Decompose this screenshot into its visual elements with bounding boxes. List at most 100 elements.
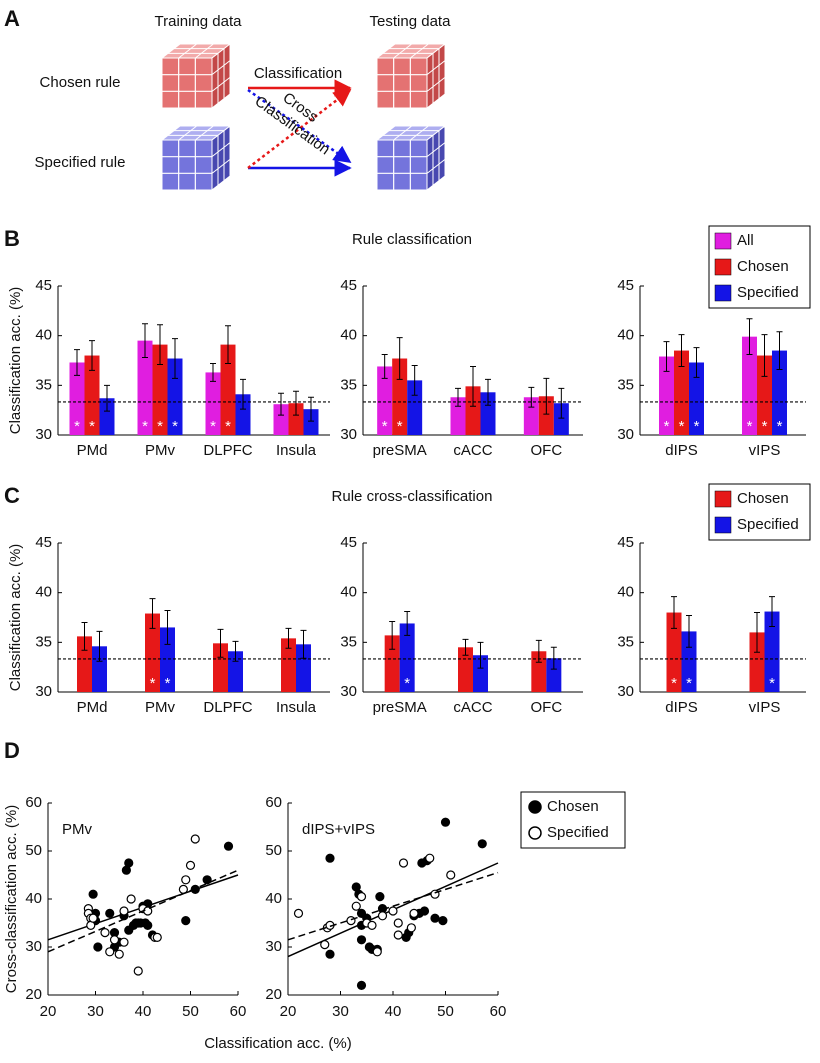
cube-grid — [178, 125, 197, 141]
error-bar — [225, 325, 231, 364]
error-bar — [240, 378, 246, 410]
cube-grid — [426, 142, 446, 158]
scatter-point — [446, 870, 456, 880]
error-bar — [89, 340, 95, 371]
scatter-point — [152, 932, 162, 943]
x-tick-label: 30 — [87, 1003, 104, 1020]
bar — [772, 350, 787, 435]
panel-label: A — [4, 6, 20, 31]
significance-marker: * — [142, 418, 148, 435]
x-tick-label: vIPS — [749, 699, 781, 716]
row-label: Chosen rule — [40, 74, 121, 91]
error-bar — [157, 324, 163, 365]
y-axis-label: Classification acc. (%) — [7, 287, 24, 435]
error-bar — [470, 365, 476, 407]
error-bar — [232, 640, 239, 662]
bar — [213, 643, 228, 692]
y-tick-label: 30 — [35, 426, 52, 443]
subplot-title: dIPS+vIPS — [302, 821, 375, 838]
error-bar — [293, 390, 299, 416]
x-tick-label: 50 — [182, 1003, 199, 1020]
scatter-point — [406, 923, 416, 933]
scatter-point — [100, 927, 110, 938]
scatter-point — [325, 853, 335, 863]
scatter-point — [372, 947, 382, 957]
error-bar — [663, 341, 670, 372]
scatter-point — [425, 853, 435, 863]
arrow-label: Classification — [254, 65, 342, 82]
bar — [407, 380, 423, 435]
y-tick-label: 35 — [340, 633, 357, 650]
scatter-point — [223, 841, 234, 851]
scatter-point — [398, 858, 409, 868]
y-tick-label: 40 — [340, 584, 357, 601]
scatter-point — [440, 817, 451, 827]
x-tick-label: 60 — [490, 1003, 507, 1020]
error-bar — [462, 638, 469, 656]
bar — [666, 612, 682, 692]
error-bar — [278, 392, 284, 416]
x-tick-label: 40 — [385, 1003, 402, 1020]
x-tick-label: 20 — [40, 1003, 57, 1020]
error-bar — [411, 364, 418, 396]
error-bar — [671, 596, 677, 629]
legend-swatch — [714, 258, 732, 276]
bar — [473, 655, 488, 692]
legend-label: Specified — [737, 516, 799, 533]
fit-line — [287, 871, 499, 941]
legend-label: Specified — [547, 824, 609, 841]
x-tick-label: dIPS — [665, 699, 698, 716]
y-tick-label: 30 — [340, 683, 357, 700]
x-tick-label: cACC — [453, 442, 492, 459]
error-bar — [104, 384, 110, 412]
bar — [69, 362, 85, 435]
column-label: Testing data — [370, 13, 452, 30]
y-tick-label: 40 — [265, 890, 282, 907]
scatter-point — [185, 860, 196, 871]
y-tick-label: 45 — [340, 534, 357, 551]
x-tick-label: 30 — [332, 1003, 349, 1020]
cube-grid — [211, 60, 231, 76]
error-bar — [172, 338, 178, 379]
bar — [160, 627, 175, 692]
cube-grid — [393, 43, 412, 59]
cube-grid — [426, 158, 446, 174]
y-tick-label: 30 — [25, 938, 42, 955]
bar — [99, 398, 115, 435]
error-bar — [558, 387, 565, 419]
error-bar — [96, 630, 103, 662]
significance-marker: * — [165, 675, 171, 692]
bar — [152, 344, 168, 435]
bar — [392, 358, 408, 435]
cube-front — [376, 57, 428, 109]
scatter-point — [133, 966, 143, 976]
scatter-point — [325, 949, 335, 959]
x-tick-label: Insula — [276, 699, 317, 716]
x-tick-label: DLPFC — [203, 442, 252, 459]
error-bar — [678, 334, 685, 367]
scatter-point — [367, 920, 377, 931]
error-bar — [396, 337, 403, 380]
bar — [220, 344, 236, 435]
significance-marker: * — [664, 418, 670, 435]
bar — [450, 397, 466, 435]
x-tick-label: cACC — [453, 699, 492, 716]
y-tick-label: 40 — [35, 584, 52, 601]
legend-marker — [528, 800, 542, 814]
bar — [681, 631, 697, 692]
y-tick-label: 30 — [35, 683, 52, 700]
panel-label: C — [4, 483, 20, 508]
cube-grid — [195, 125, 214, 141]
y-tick-label: 35 — [340, 376, 357, 393]
bar — [377, 366, 393, 435]
y-tick-label: 30 — [340, 426, 357, 443]
bar — [92, 646, 107, 692]
bar — [674, 350, 689, 435]
error-bar — [746, 318, 753, 356]
y-tick-label: 45 — [35, 277, 52, 294]
chart-title: Rule cross-classification — [332, 488, 493, 505]
legend-swatch — [714, 516, 732, 534]
scatter-point — [477, 839, 487, 849]
scatter-point — [388, 906, 398, 916]
y-tick-label: 45 — [617, 277, 634, 294]
